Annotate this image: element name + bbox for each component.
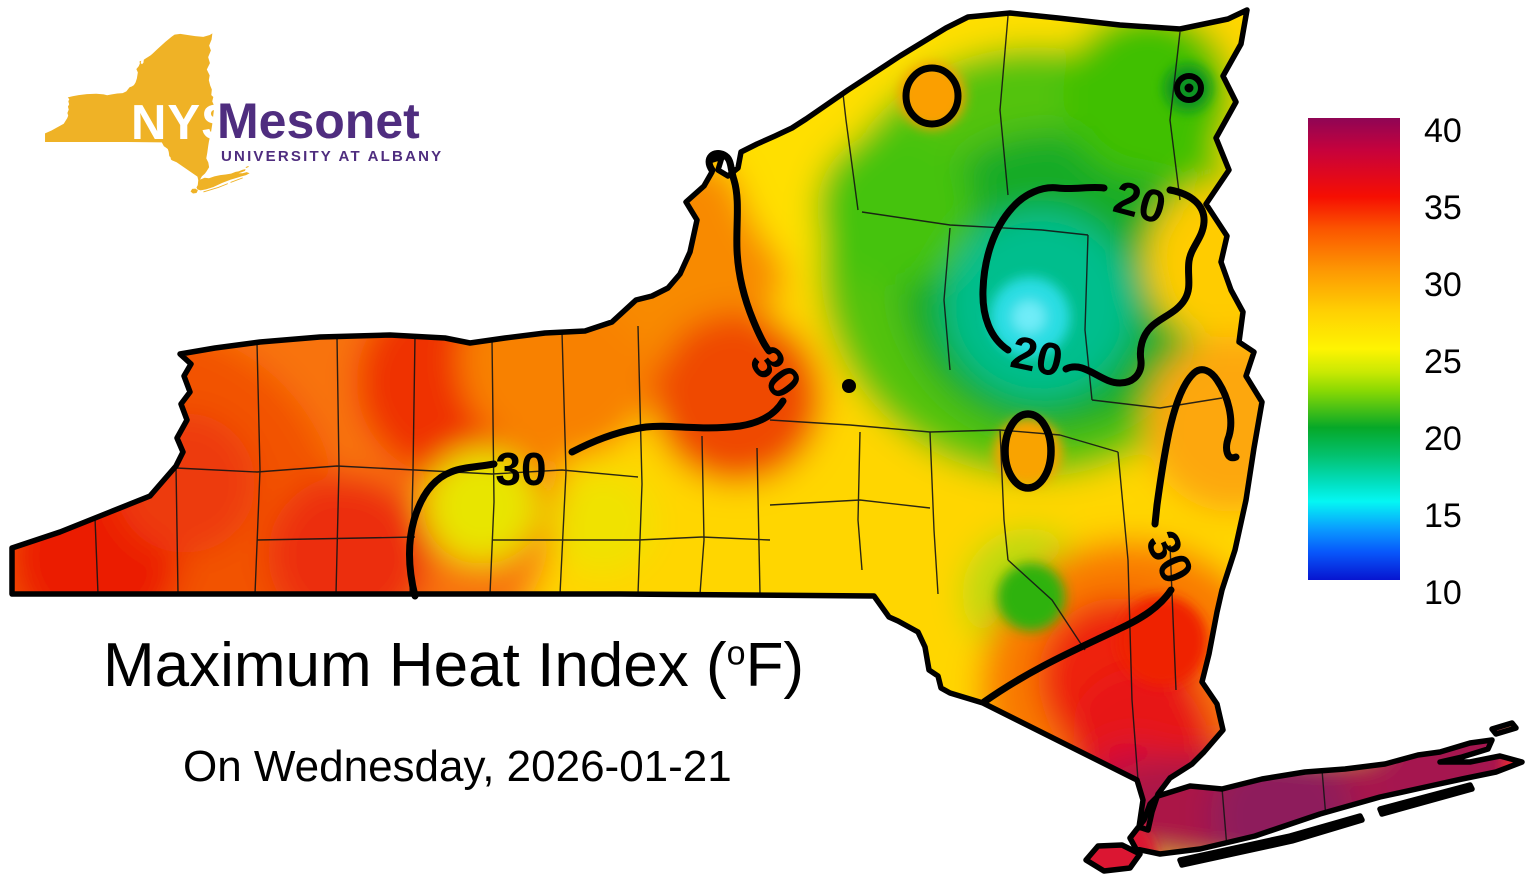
colorbar-tick-15: 15 [1424, 497, 1462, 535]
contour-30-east-a [1151, 366, 1240, 528]
contour-lines [406, 64, 1240, 706]
colorbar-tick-10: 10 [1424, 574, 1462, 612]
contour-ring-mohawk [1001, 410, 1055, 492]
map-title: Maximum Heat Index (oF) [103, 630, 804, 701]
contour-20-loop-east [1062, 186, 1208, 387]
contour-dot-central [842, 379, 856, 393]
colorbar-tick-20: 20 [1424, 420, 1462, 458]
contour-dot-northeast [1184, 83, 1194, 93]
contour-30-east-b [980, 586, 1175, 706]
colorbar-tick-25: 25 [1424, 343, 1462, 381]
contour-30-west-b [568, 397, 787, 456]
contour-20-loop-west [979, 183, 1108, 354]
colorbar-tick-35: 35 [1424, 189, 1462, 227]
contour-30-west-a [705, 150, 773, 355]
title-suffix: F) [745, 631, 805, 700]
colorbar-tick-30: 30 [1424, 266, 1462, 304]
colorbar-tick-40: 40 [1424, 112, 1462, 150]
contour-ring-stlawrence [902, 64, 962, 128]
contour-label-20-bottom: 20 [1007, 325, 1068, 387]
nys-mesonet-logo: NYS Mesonet UNIVERSITY AT ALBANY [45, 33, 445, 233]
map-subtitle: On Wednesday, 2026-01-21 [183, 742, 732, 791]
contour-ring-northeast [1174, 73, 1204, 103]
logo-tagline: UNIVERSITY AT ALBANY [221, 148, 444, 165]
logo-brand-text: Mesonet [217, 93, 420, 149]
logo-nys-text: NYS [131, 96, 235, 150]
county-lines-layer [94, 15, 1328, 849]
colorbar [1308, 118, 1400, 580]
title-prefix: Maximum Heat Index ( [103, 631, 727, 700]
contour-30-west-c [406, 460, 498, 600]
contour-label-30-horizontal: 30 [495, 443, 546, 495]
title-degree-symbol: o [726, 634, 746, 673]
